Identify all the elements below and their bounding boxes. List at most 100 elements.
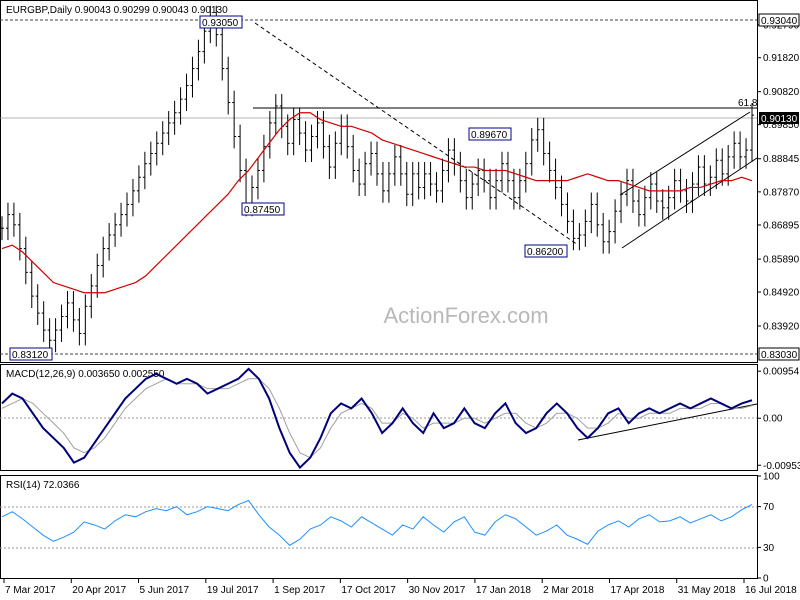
price-bar [375, 141, 379, 186]
price-bar [47, 318, 52, 353]
fib-label: 61.8 [738, 98, 758, 109]
right-label-90130: 0.90130 [759, 112, 799, 125]
annotation-low1: 0.87450 [241, 202, 285, 216]
rsi-series-line [1, 499, 753, 546]
price-bar [404, 161, 409, 207]
annotation-low2-label: 0.86200 [527, 247, 564, 258]
price-bar [750, 103, 754, 162]
price-bar [309, 124, 314, 162]
macd-title: MACD(12,26,9) 0.003650 0.002550 [6, 369, 165, 380]
price-bar [321, 111, 326, 159]
macd-panel-frame [0, 364, 758, 471]
right-label-93040: 0.93040 [758, 13, 800, 27]
x-tick-label: 17 Oct 2017 [341, 585, 396, 596]
price-tick-label: 0.83920 [763, 322, 800, 333]
right-label-83030: 0.83030 [758, 347, 800, 361]
x-tick-label: 5 Jun 2017 [140, 585, 190, 596]
price-bar [125, 192, 129, 227]
macd-tick-label: 0.00954 [763, 367, 800, 378]
annotation-bottom: 0.83120 [9, 347, 53, 361]
price-bar [744, 138, 749, 169]
price-bar [476, 158, 481, 196]
right-label-83030-text: 0.83030 [761, 350, 798, 361]
x-tick-label: 30 Nov 2017 [409, 585, 466, 596]
x-tick-label: 20 Apr 2017 [72, 585, 126, 596]
price-bar [642, 185, 647, 227]
price-bar [297, 107, 302, 145]
macd-signal-line [1, 378, 753, 459]
downtrend-line [254, 22, 579, 246]
price-bar [357, 158, 362, 196]
price-tick-label: 0.87870 [763, 187, 800, 198]
price-bar [505, 151, 510, 193]
x-tick-label: 1 Sep 2017 [274, 585, 326, 596]
annotation-swing-high: 0.89670 [468, 127, 512, 141]
price-bar [565, 192, 570, 234]
price-bar [154, 131, 159, 166]
price-bar [83, 294, 88, 346]
rsi-line [1, 499, 753, 546]
right-label-90130-text: 0.90130 [761, 114, 798, 125]
rsi-tick-label: 70 [763, 502, 775, 513]
price-bar [410, 161, 415, 207]
price-bar [386, 161, 391, 203]
price-bar [59, 304, 64, 342]
price-bar [65, 291, 70, 329]
price-bar [488, 168, 493, 210]
price-bar [369, 141, 374, 176]
price-bar [547, 141, 552, 183]
price-bar [613, 199, 618, 244]
price-bar [494, 168, 499, 210]
price-bar [71, 291, 76, 332]
price-bar [428, 161, 433, 196]
annotation-high: 0.93050 [199, 15, 243, 29]
price-bar [196, 39, 201, 81]
price-bar [529, 128, 534, 176]
price-bar [23, 236, 28, 285]
price-bar [440, 158, 445, 203]
price-bar [398, 144, 403, 186]
price-bar [523, 151, 528, 193]
x-tick-label: 16 Jul 2018 [745, 585, 797, 596]
ma-series-line [1, 112, 753, 294]
x-tick-label: 17 Jan 2018 [476, 585, 531, 596]
price-bar [220, 22, 225, 81]
price-bar [416, 161, 421, 200]
price-bar [136, 165, 141, 203]
price-bar [160, 121, 165, 156]
price-bar [5, 202, 10, 241]
price-bar [636, 189, 641, 227]
annotation-low1-label: 0.87450 [244, 205, 281, 216]
price-tick-label: 0.90820 [763, 87, 800, 98]
price-bar [166, 111, 171, 145]
price-bar [601, 212, 606, 254]
price-bar [351, 134, 356, 183]
macd-tick-label: -0.009538 [763, 461, 800, 472]
price-bar [511, 168, 516, 210]
price-bar [577, 223, 582, 251]
price-bar [595, 192, 600, 237]
price-bar [732, 131, 737, 169]
price-bar [53, 318, 58, 353]
x-tick-label: 31 May 2018 [678, 585, 736, 596]
watermark: ActionForex.com [383, 303, 548, 328]
price-bar [148, 141, 153, 176]
price-tick-label: 0.85890 [763, 255, 800, 266]
price-bar [101, 236, 106, 278]
x-tick-label: 2 Mar 2018 [543, 585, 594, 596]
x-tick-label: 19 Jul 2017 [207, 585, 259, 596]
rsi-tick-label: 30 [763, 543, 775, 554]
macd-trend-line [577, 403, 758, 441]
price-bar [35, 284, 40, 325]
price-tick-label: 0.91820 [763, 53, 800, 64]
moving-average [1, 112, 753, 294]
price-bar [559, 175, 564, 217]
channel-lower-line [621, 157, 758, 249]
price-bar [89, 274, 94, 319]
price-bar [238, 124, 243, 183]
price-bar [333, 131, 338, 179]
price-bar [226, 56, 231, 115]
price-bar [660, 189, 665, 220]
macd-axis: 0.00954 0.00 -0.009538 [757, 367, 800, 472]
price-bar [273, 94, 278, 135]
